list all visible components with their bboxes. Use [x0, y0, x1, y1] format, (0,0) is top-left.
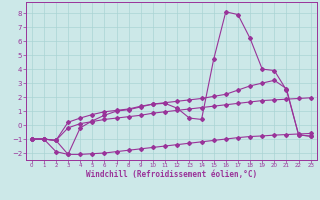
X-axis label: Windchill (Refroidissement éolien,°C): Windchill (Refroidissement éolien,°C) [86, 170, 257, 179]
